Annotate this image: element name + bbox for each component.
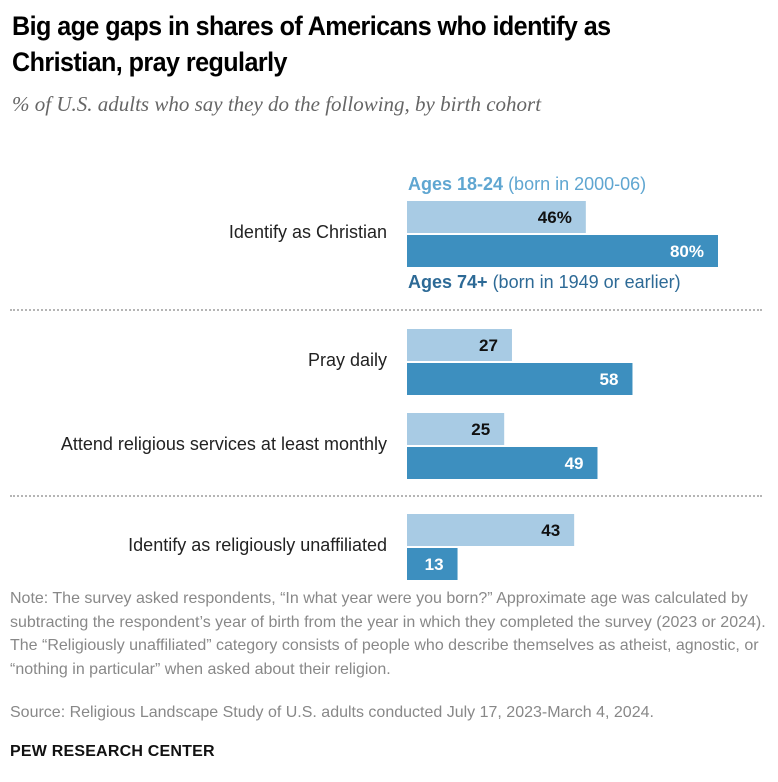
bar-ages-18-24 — [407, 413, 505, 445]
bar-ages-74-plus — [407, 548, 458, 580]
category-label: Identify as religiously unaffiliated — [128, 535, 387, 555]
bar-ages-74-plus — [407, 363, 633, 395]
bar-ages-18-24 — [407, 329, 512, 361]
bar-value-label: 58 — [600, 370, 619, 389]
legend-old-detail: (born in 1949 or earlier) — [487, 272, 681, 292]
bar-ages-74-plus — [407, 235, 718, 267]
bar-value-label: 13 — [425, 555, 444, 574]
category-label: Identify as Christian — [228, 222, 387, 242]
legend-young: Ages 18-24 (born in 2000-06) — [408, 174, 646, 195]
legend-old-label: Ages 74+ — [408, 272, 488, 292]
bar-value-label: 46% — [538, 208, 572, 227]
bar-ages-18-24 — [407, 201, 586, 233]
brand-logo-text: PEW RESEARCH CENTER — [10, 743, 215, 760]
bar-value-label: 49 — [565, 454, 584, 473]
legend-young-detail: (born in 2000-06) — [503, 174, 647, 194]
section-divider — [10, 309, 762, 311]
chart-note: Note: The survey asked respondents, “In … — [10, 590, 766, 678]
category-label: Pray daily — [307, 350, 387, 370]
bar-value-label: 25 — [471, 420, 490, 439]
legend-young-label: Ages 18-24 — [408, 174, 504, 194]
bar-ages-74-plus — [407, 447, 598, 479]
chart-source: Source: Religious Landscape Study of U.S… — [10, 704, 654, 721]
chart-subtitle: % of U.S. adults who say they do the fol… — [12, 92, 542, 116]
bar-ages-18-24 — [407, 514, 575, 546]
bar-value-label: 27 — [479, 336, 498, 355]
section-divider — [10, 495, 762, 497]
category-label: Attend religious services at least month… — [60, 434, 387, 454]
chart-title: Big age gaps in shares of Americans who … — [12, 11, 611, 77]
legend-old: Ages 74+ (born in 1949 or earlier) — [408, 272, 681, 293]
bar-value-label: 43 — [541, 521, 560, 540]
bar-value-label: 80% — [670, 242, 704, 261]
